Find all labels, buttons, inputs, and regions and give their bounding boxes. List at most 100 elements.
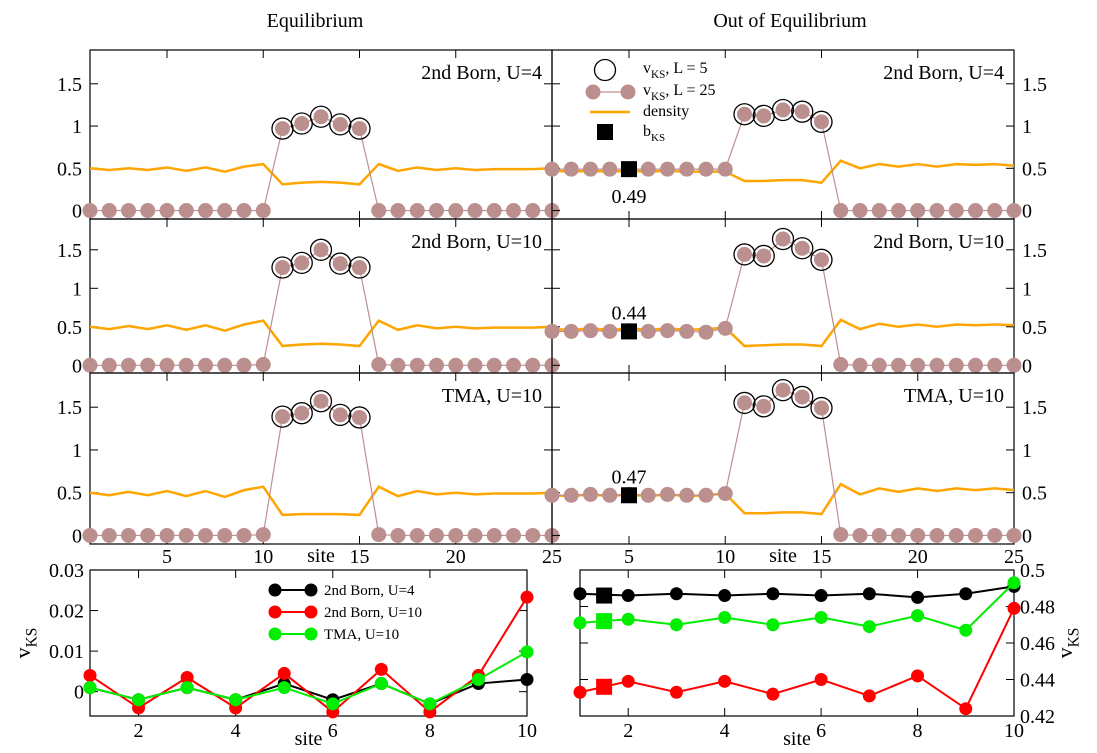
vks-l25-point xyxy=(775,382,791,398)
series-point xyxy=(229,693,243,707)
panel-label: 2nd Born, U=4 xyxy=(883,62,1004,84)
vks-l25-point xyxy=(756,248,772,264)
legend-label: TMA, U=10 xyxy=(324,627,399,643)
y-axis-label: vKS xyxy=(1052,628,1083,659)
vks-l25-point xyxy=(583,486,598,502)
vks-l25-point xyxy=(525,357,541,373)
vks-l25-point xyxy=(313,393,329,409)
vks-l25-point xyxy=(409,357,425,373)
vks-l25-point xyxy=(910,357,926,373)
series-point xyxy=(423,697,437,711)
series-point xyxy=(326,697,340,711)
vks-l25-point xyxy=(121,527,136,543)
vks-l25-point xyxy=(563,487,579,503)
panel-label: 2nd Born, U=4 xyxy=(421,62,542,84)
vks-l25-point xyxy=(275,409,290,425)
bks-value-label: 0.47 xyxy=(612,466,647,488)
vks-l5-point xyxy=(348,256,371,279)
series-point xyxy=(621,589,635,603)
series-point xyxy=(718,610,732,624)
vks-l25-point xyxy=(525,527,541,543)
vks-l25-point xyxy=(891,203,906,219)
y-tick-label: 1.5 xyxy=(57,74,82,96)
vks-l25-point xyxy=(833,357,849,373)
vks-l5-point xyxy=(309,238,333,261)
series-point xyxy=(83,668,97,682)
vks-l5-point xyxy=(733,243,756,266)
vks-l25-point xyxy=(101,203,117,219)
series-point xyxy=(471,673,485,686)
series-point xyxy=(374,662,388,676)
panel-neq-small: 0.42 0.44 0.46 0.48 0.5 2 4 6 8 10 site vKS xyxy=(573,560,1083,750)
legend-marker xyxy=(304,605,318,619)
vks-l25-point xyxy=(217,527,233,543)
y-tick-label: 0 xyxy=(1022,355,1032,377)
vks-l25-point xyxy=(891,527,906,543)
y-tick-label: 1.5 xyxy=(57,397,82,419)
series-point xyxy=(374,677,388,691)
vks-l25-point xyxy=(833,203,849,219)
vks-l25-point xyxy=(968,527,983,543)
vks-l25-point xyxy=(794,104,810,120)
panel-label: 2nd Born, U=10 xyxy=(873,231,1004,253)
panel-label: TMA, U=10 xyxy=(904,385,1004,407)
vks-l25-point xyxy=(833,527,849,543)
vks-l25-point xyxy=(255,357,271,373)
series-point xyxy=(573,685,587,699)
vks-l25-point xyxy=(467,357,483,373)
x-tick-label: 20 xyxy=(908,546,928,568)
x-tick-label: 25 xyxy=(542,546,562,568)
legend-vks-l25-marker xyxy=(585,84,601,100)
y-tick-label: 0 xyxy=(74,682,84,704)
x-tick-label: 10 xyxy=(1004,720,1024,742)
vks-l25-point xyxy=(968,357,983,373)
vks-l25-point xyxy=(929,357,945,373)
series-point xyxy=(669,685,683,699)
y-tick-label: 0.03 xyxy=(49,560,84,582)
y-tick-label: 1 xyxy=(72,278,82,300)
vks-l5-point xyxy=(791,237,814,260)
x-tick-label: 2 xyxy=(134,720,144,742)
vks-l25-point xyxy=(217,203,233,219)
panel-neq-2b-u4: 0 0.5 1 1.5 2nd Born, U=4 0.49 xyxy=(544,49,1047,223)
vks-l25-point xyxy=(814,252,829,268)
vks-l25-point xyxy=(775,102,791,118)
vks-l5-point xyxy=(771,98,795,122)
density-line xyxy=(89,319,553,348)
series-line xyxy=(579,585,1015,599)
series-point xyxy=(520,673,534,686)
vks-l25-point xyxy=(390,527,406,543)
vks-l25-point xyxy=(987,527,1003,543)
legend-bottom: 2nd Born, U=4 2nd Born, U=10 TMA, U=10 xyxy=(268,583,422,643)
vks-l25-point xyxy=(544,487,560,503)
bks-marker xyxy=(596,613,613,630)
vks-l25-point xyxy=(852,203,868,219)
vks-l25-point xyxy=(178,357,194,373)
legend-vks-l5-label: vKS, L = 5 xyxy=(643,60,708,81)
bks-value-label: 0.49 xyxy=(612,186,647,208)
vks-l25-point xyxy=(1006,527,1022,543)
x-tick-label: 4 xyxy=(720,720,730,742)
vks-l5-point xyxy=(271,405,294,428)
vks-l25-point xyxy=(756,398,772,414)
vks-l25-point xyxy=(198,527,213,543)
vks-l25-point xyxy=(101,527,117,543)
vks-l25-point xyxy=(198,357,213,373)
series-point xyxy=(277,681,291,695)
y-tick-label: 0.46 xyxy=(1020,633,1055,655)
series-point xyxy=(520,645,534,659)
vks-l25-point xyxy=(255,527,271,543)
y-tick-label: 1.5 xyxy=(1022,397,1047,419)
vks-l25-point xyxy=(987,203,1003,219)
vks-l25-point xyxy=(948,527,964,543)
vks-l25-point xyxy=(871,203,887,219)
plot-area: 0 0.5 1 1.5 2nd Born, U=4 0 0.5 1 1.5 2nd Born, U… xyxy=(10,49,1083,750)
vks-l25-point xyxy=(101,357,117,373)
series-point xyxy=(573,616,587,630)
bks-value-label: 0.44 xyxy=(612,302,647,324)
vks-l25-point xyxy=(178,203,194,219)
x-axis-label-neq: site xyxy=(769,545,797,567)
x-tick-label: 10 xyxy=(715,546,735,568)
vks-l5-point xyxy=(290,402,313,425)
